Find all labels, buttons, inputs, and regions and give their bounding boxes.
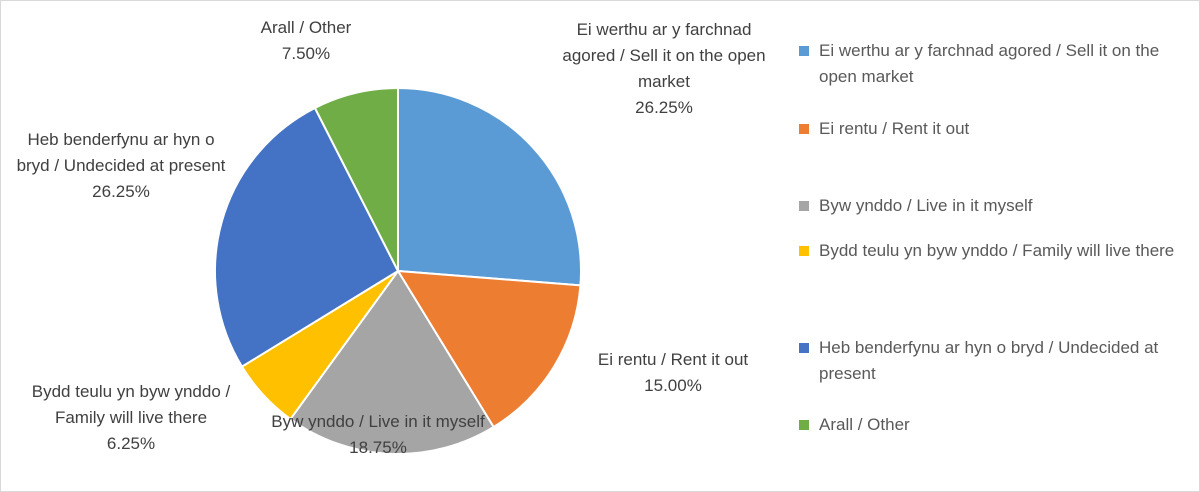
legend-item: Ei werthu ar y farchnad agored / Sell it… (799, 38, 1179, 90)
data-label-category: Bydd teulu yn byw ynddo / Family will li… (31, 382, 231, 427)
pie-slice (289, 269, 495, 455)
legend-swatch (799, 343, 809, 353)
pie-slice (396, 269, 582, 429)
data-label-value: 26.25% (635, 98, 693, 117)
legend-label: Heb benderfynu ar hyn o bryd / Undecided… (819, 338, 1159, 383)
data-label: Arall / Other 7.50% (216, 15, 396, 67)
data-label: Ei werthu ar y farchnad agored / Sell it… (549, 17, 779, 121)
data-label: Heb benderfynu ar hyn o bryd / Undecided… (11, 127, 231, 205)
data-label: Byw ynddo / Live in it myself 18.75% (263, 409, 493, 461)
data-label: Ei rentu / Rent it out 15.00% (563, 347, 783, 399)
legend-label: Bydd teulu yn byw ynddo / Family will li… (819, 241, 1175, 260)
legend-label: Arall / Other (819, 415, 910, 434)
data-label-value: 6.25% (106, 434, 156, 453)
pie-slice (313, 86, 399, 272)
data-label-category: Byw ynddo / Live in it myself (271, 412, 485, 431)
legend-swatch (799, 246, 809, 256)
legend-label: Ei werthu ar y farchnad agored / Sell it… (819, 41, 1160, 86)
legend-item: Ei rentu / Rent it out (799, 116, 1179, 142)
data-label-value: 18.75% (349, 438, 407, 457)
legend-item: Bydd teulu yn byw ynddo / Family will li… (799, 238, 1179, 264)
data-label-category: Heb benderfynu ar hyn o bryd / Undecided… (16, 130, 226, 175)
legend-item: Byw ynddo / Live in it myself (799, 193, 1179, 219)
legend-swatch (799, 46, 809, 56)
legend-swatch (799, 201, 809, 211)
legend-swatch (799, 420, 809, 430)
pie-slice (214, 106, 400, 368)
legend-label: Byw ynddo / Live in it myself (819, 196, 1033, 215)
pie-slice (397, 86, 582, 287)
data-label-category: Ei rentu / Rent it out (597, 350, 749, 369)
data-label-value: 15.00% (644, 376, 702, 395)
data-label: Bydd teulu yn byw ynddo / Family will li… (11, 379, 251, 457)
legend-swatch (799, 124, 809, 134)
data-label-value: 26.25% (92, 182, 150, 201)
legend-label: Ei rentu / Rent it out (819, 119, 970, 138)
data-label-value: 7.50% (281, 44, 331, 63)
data-label-category: Arall / Other (260, 18, 352, 37)
legend-item: Heb benderfynu ar hyn o bryd / Undecided… (799, 335, 1179, 387)
data-label-category: Ei werthu ar y farchnad agored / Sell it… (562, 20, 766, 91)
legend-item: Arall / Other (799, 412, 1179, 438)
